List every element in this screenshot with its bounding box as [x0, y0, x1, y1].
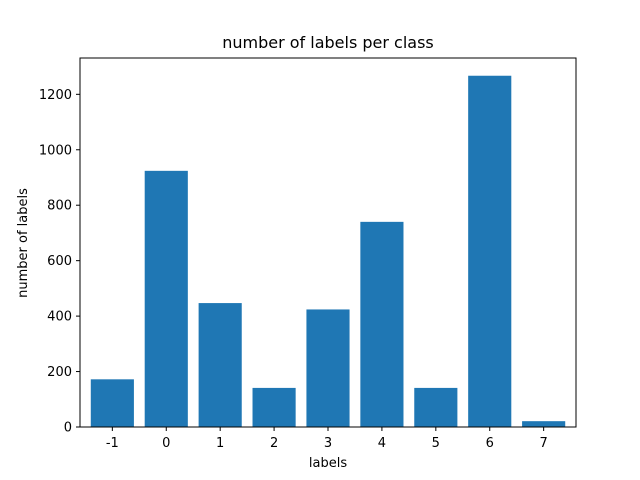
x-axis-ticks: -1 0 1 2 3 4 5 6 7: [106, 427, 548, 451]
x-tick-label: 5: [432, 436, 440, 451]
x-tick-label: 1: [216, 436, 224, 451]
bar-3: [306, 309, 350, 427]
plot-frame: [79, 57, 577, 428]
y-tick-label: 400: [47, 310, 72, 325]
bar-7: [522, 421, 566, 427]
y-tick-label: 1000: [39, 143, 72, 158]
bar-6: [468, 75, 512, 428]
x-tick-label: -1: [106, 436, 119, 451]
x-tick-label: 0: [162, 436, 170, 451]
x-tick-label: 3: [324, 436, 332, 451]
bar-2: [252, 387, 296, 427]
bar--1: [90, 379, 134, 427]
y-axis-label: number of labels: [16, 188, 31, 298]
bar-4: [360, 221, 404, 427]
y-tick-label: 1200: [39, 88, 72, 103]
bar-1: [198, 303, 242, 427]
y-tick-label: 800: [47, 199, 72, 214]
bar-0: [144, 170, 188, 427]
y-tick-label: 600: [47, 254, 72, 269]
chart-title: number of labels per class: [222, 33, 434, 52]
x-tick-label: 6: [486, 436, 494, 451]
x-tick-label: 7: [540, 436, 548, 451]
y-axis-ticks: 0 200 400 600 800 1000 1200: [39, 88, 80, 436]
y-tick-label: 0: [64, 421, 72, 436]
y-tick-label: 200: [47, 365, 72, 380]
x-axis-label: labels: [309, 456, 347, 471]
x-tick-label: 4: [378, 436, 386, 451]
x-tick-label: 2: [270, 436, 278, 451]
bars-group: [90, 75, 566, 428]
bar-5: [414, 387, 458, 427]
